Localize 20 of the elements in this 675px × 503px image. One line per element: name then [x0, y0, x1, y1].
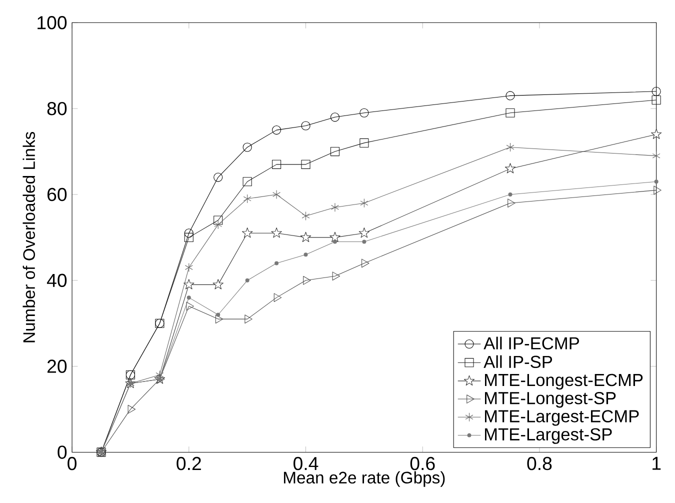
- legend-label: All IP-SP: [484, 355, 552, 368]
- x-tick-label: 0.6: [410, 456, 435, 470]
- y-tick-label: 0: [58, 446, 67, 459]
- x-tick-label: 0.4: [294, 456, 318, 470]
- y-tick-label: 100: [38, 16, 67, 30]
- legend-label: MTE-Longest-ECMP: [485, 374, 643, 390]
- y-tick-label: 80: [47, 102, 67, 116]
- y-tick-label: 20: [47, 360, 67, 373]
- legend-label: MTE-Largest-SP: [485, 428, 612, 444]
- legend-label: MTE-Largest-ECMP: [485, 410, 639, 426]
- legend-label: All IP-ECMP: [484, 336, 579, 350]
- x-axis-title: Mean e2e rate (Gbps): [284, 471, 445, 487]
- legend-label: MTE-Longest-SP: [485, 392, 616, 408]
- y-tick-label: 40: [46, 274, 67, 288]
- y-axis-title: Number of Overloaded Links: [22, 132, 36, 342]
- x-tick-label: 1: [652, 456, 661, 470]
- x-tick-label: 0.8: [527, 456, 552, 470]
- x-tick-label: 0.2: [176, 456, 201, 470]
- x-tick-label: 0: [68, 456, 77, 470]
- y-tick-label: 60: [47, 188, 67, 202]
